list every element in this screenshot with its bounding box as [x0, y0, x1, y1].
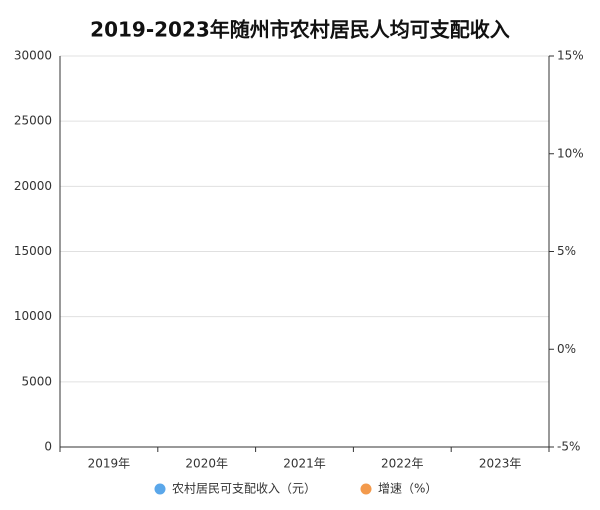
- y2-tick-label: 10%: [557, 146, 584, 160]
- legend-label: 农村居民可支配收入（元）: [172, 482, 316, 496]
- y-tick-label: 30000: [14, 49, 52, 63]
- y-tick-label: 25000: [14, 114, 52, 128]
- y-tick-label: 15000: [14, 244, 52, 258]
- y-tick-label: 20000: [14, 179, 52, 193]
- y-tick-label: 10000: [14, 309, 52, 323]
- y2-tick-label: 5%: [557, 244, 576, 258]
- y-tick-label: 5000: [21, 374, 52, 388]
- x-tick-label: 2023年: [479, 457, 522, 471]
- x-tick-label: 2020年: [185, 457, 228, 471]
- x-tick-label: 2019年: [88, 457, 131, 471]
- legend-label: 增速（%）: [378, 482, 437, 496]
- y2-tick-label: 15%: [557, 49, 584, 63]
- y2-tick-label: -5%: [557, 440, 580, 454]
- x-tick-label: 2021年: [283, 457, 326, 471]
- legend-marker: [154, 483, 166, 495]
- legend-marker: [360, 483, 372, 495]
- y2-tick-label: 0%: [557, 342, 576, 356]
- chart-title: 2019-2023年随州市农村居民人均可支配收入: [90, 18, 510, 42]
- y-tick-label: 0: [44, 440, 52, 454]
- x-tick-label: 2022年: [381, 457, 424, 471]
